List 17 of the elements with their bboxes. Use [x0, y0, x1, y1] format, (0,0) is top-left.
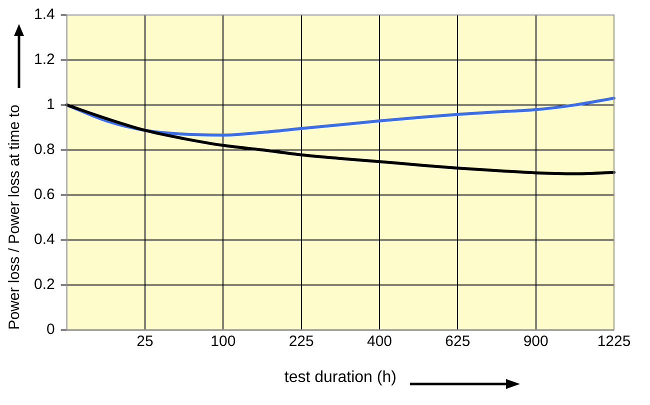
- y-tick-label: 0.2: [34, 276, 55, 293]
- y-tick-label: 1.4: [34, 6, 55, 24]
- x-tick-label: 100: [210, 332, 236, 350]
- y-tick-label: 1.2: [34, 51, 55, 68]
- y-tick-label: 1: [46, 96, 55, 114]
- x-tick-label: 400: [366, 332, 392, 350]
- y-tick-label: 0.6: [34, 186, 55, 204]
- y-tick-label: 0.8: [34, 141, 55, 158]
- x-tick-label: 900: [523, 332, 548, 350]
- x-tick-label: 625: [445, 332, 470, 350]
- x-tick-label: 25: [136, 332, 154, 350]
- y-tick-label: 0.4: [34, 231, 55, 248]
- y-axis-title: Power loss / Power loss at time to: [6, 104, 24, 330]
- x-tick-label: 1225: [597, 332, 631, 350]
- y-tick-label: 0: [46, 320, 55, 338]
- x-axis-title: test duration (h): [284, 368, 396, 386]
- x-tick-label: 225: [288, 332, 314, 350]
